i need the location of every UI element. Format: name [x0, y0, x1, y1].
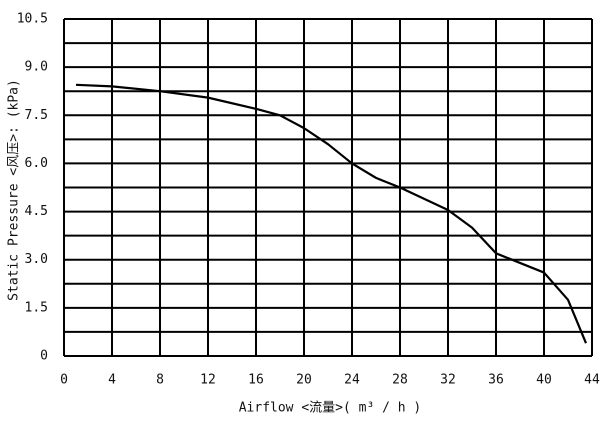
x-tick-label: 32	[440, 373, 456, 388]
y-tick-label: 3.0	[25, 252, 48, 267]
x-tick-label: 20	[296, 373, 312, 388]
x-tick-label: 24	[344, 373, 360, 388]
y-tick-label: 9.0	[25, 60, 48, 75]
y-tick-label: 7.5	[25, 108, 48, 123]
y-tick-label: 1.5	[25, 300, 48, 315]
x-tick-label: 16	[248, 373, 264, 388]
x-tick-label: 28	[392, 373, 408, 388]
y-axis-label: Static Pressure <风压>: (kPa)	[7, 79, 22, 301]
x-tick-label: 0	[60, 373, 68, 388]
x-axis-label: Airflow <流量>( m³ / h )	[239, 401, 422, 416]
x-tick-label: 40	[536, 373, 552, 388]
y-tick-label: 0	[40, 349, 48, 364]
y-tick-label: 6.0	[25, 156, 48, 171]
x-tick-label: 36	[488, 373, 504, 388]
x-tick-label: 8	[156, 373, 164, 388]
x-tick-label: 44	[584, 373, 600, 388]
y-tick-label: 10.5	[17, 12, 48, 27]
x-tick-label: 12	[200, 373, 216, 388]
y-tick-label: 4.5	[25, 204, 48, 219]
x-tick-label: 4	[108, 373, 116, 388]
data-line	[75, 83, 588, 344]
